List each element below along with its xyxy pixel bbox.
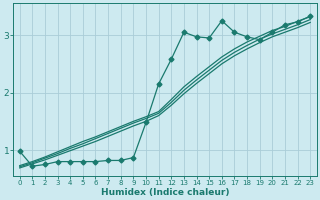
X-axis label: Humidex (Indice chaleur): Humidex (Indice chaleur): [101, 188, 229, 197]
